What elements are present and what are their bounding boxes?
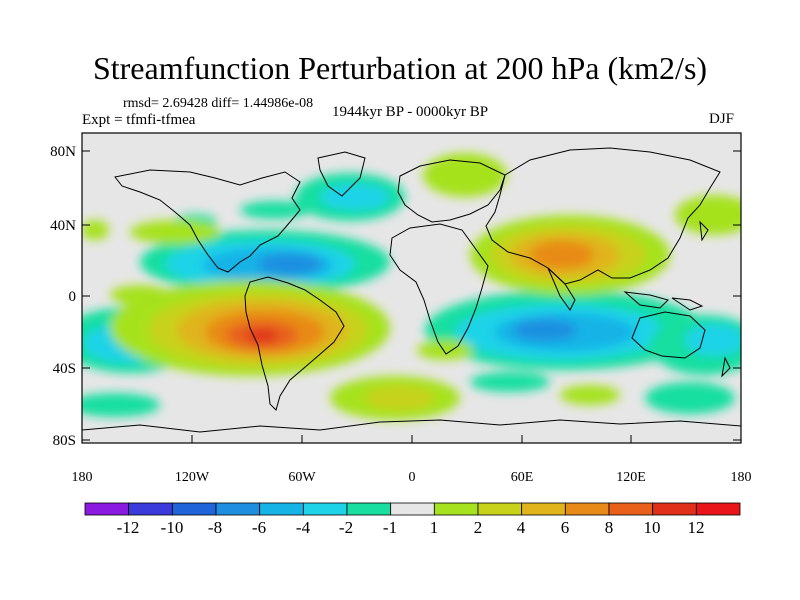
colorbar-label: 4 — [517, 518, 526, 537]
anomaly-south-africa-high — [417, 340, 473, 360]
anomaly-se-pacific-low — [645, 382, 735, 414]
anomaly-southern-ocean-high — [560, 385, 620, 405]
colorbar-label: -10 — [161, 518, 184, 537]
colorbar — [84, 502, 741, 516]
colorbar-label: -8 — [208, 518, 222, 537]
plot-title: Streamfunction Perturbation at 200 hPa (… — [92, 50, 708, 86]
colorbar-swatch — [171, 502, 217, 516]
anomaly-ne-asia-high — [675, 195, 741, 235]
colorbar-swatch — [433, 502, 479, 516]
colorbar-label: 6 — [561, 518, 570, 537]
lon-label-120w: 120W — [175, 470, 210, 485]
longitude-labels: 180 120W 60W 0 60E 120E 180 — [72, 470, 752, 485]
lat-label-0: 0 — [69, 289, 77, 305]
anomaly-canada-low — [240, 201, 310, 219]
colorbar-label: 10 — [644, 518, 661, 537]
anomaly-indian-ocean-low — [425, 290, 705, 370]
lat-label-80n: 80N — [50, 144, 76, 160]
anomaly-far-south-low — [82, 393, 160, 417]
anomaly-australia-low — [650, 315, 741, 375]
colorbar-swatch — [259, 502, 304, 516]
colorbar-swatch — [84, 502, 130, 516]
season-label: DJF — [709, 111, 735, 127]
anomaly-arctic-europe-high — [423, 153, 507, 197]
lat-label-80s: 80S — [53, 433, 76, 449]
colorbar-label: -2 — [339, 518, 353, 537]
coastlines — [82, 147, 741, 433]
lat-label-40s: 40S — [53, 361, 76, 377]
lon-label-0: 0 — [409, 470, 416, 485]
lon-label-60e: 60E — [511, 470, 534, 485]
colorbar-swatch — [477, 502, 523, 516]
colorbar-swatch — [608, 502, 654, 516]
colorbar-label: -1 — [383, 518, 397, 537]
colorbar-label: 8 — [605, 518, 614, 537]
colorbar-label: -12 — [117, 518, 140, 537]
lon-label-180w: 180 — [72, 470, 93, 485]
latitude-ticks — [82, 150, 741, 441]
lon-label-120e: 120E — [616, 470, 646, 485]
anomaly-north-atlantic-low — [295, 173, 405, 221]
anomaly-west-edge-high — [82, 220, 109, 240]
colorbar-swatch — [390, 502, 435, 516]
colorbar-swatch — [302, 502, 348, 516]
colorbar-labels: -12 -10 -8 -6 -4 -2 -1 1 2 4 6 8 10 12 — [117, 518, 705, 537]
period-label: 1944kyr BP - 0000kyr BP — [331, 104, 489, 120]
shaded-field — [82, 147, 741, 433]
colorbar-label: -4 — [296, 518, 311, 537]
colorbar-swatch — [346, 502, 392, 516]
colorbar-label: 12 — [688, 518, 705, 537]
anomaly-tropical-pacific-high — [110, 285, 170, 305]
lat-label-40n: 40N — [50, 218, 76, 234]
colorbar-label: 1 — [430, 518, 439, 537]
colorbar-swatch — [215, 502, 261, 516]
lon-label-60w: 60W — [288, 470, 316, 485]
stats-label: rmsd= 2.69428 diff= 1.44986e-08 — [123, 96, 314, 111]
experiment-label: Expt = tfmfi-tfmea — [82, 112, 196, 128]
anomaly-south-asia-high — [470, 215, 670, 295]
latitude-labels: 80N 40N 0 40S 80S — [50, 144, 76, 449]
colorbar-swatch — [695, 502, 741, 516]
colorbar-label: -6 — [252, 518, 266, 537]
anomaly-south-atlantic-high — [330, 376, 460, 420]
colorbar-swatch — [564, 502, 610, 516]
longitude-ticks — [81, 435, 742, 443]
colorbar-label: 2 — [474, 518, 483, 537]
colorbar-swatch — [521, 502, 566, 516]
colorbar-swatch — [652, 502, 697, 516]
anomaly-south-indian-low — [470, 372, 550, 392]
colorbar-swatch — [128, 502, 173, 516]
anomaly-north-pacific-high — [130, 220, 220, 244]
lon-label-180e: 180 — [731, 470, 752, 485]
